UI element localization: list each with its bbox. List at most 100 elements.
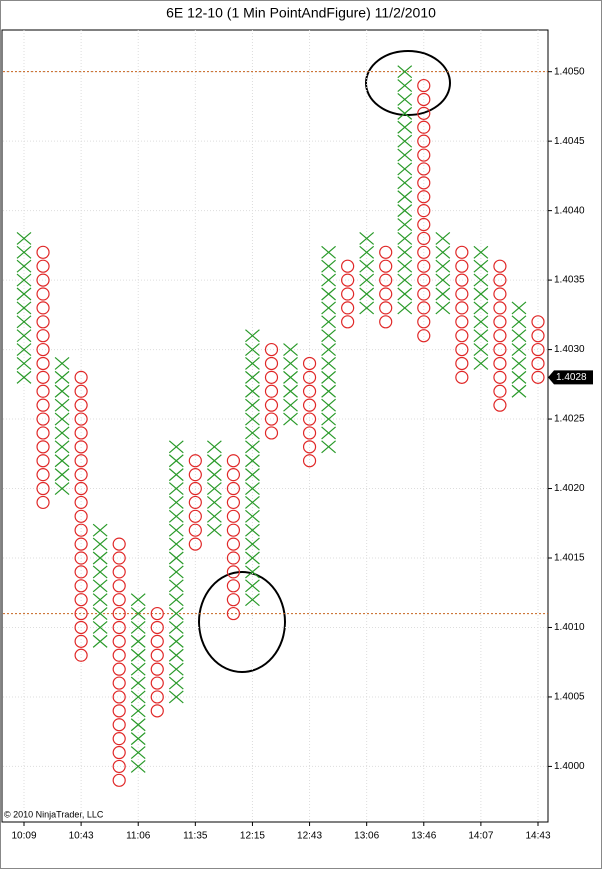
o-box [226,593,241,607]
o-box [264,356,279,371]
o-box [341,301,355,315]
o-box [112,704,126,718]
x-box [16,343,32,357]
x-box [321,398,336,412]
x-box [206,523,222,537]
o-box [531,315,545,329]
x-box [321,329,336,343]
y-tick-label: 1.4050 [554,66,585,77]
o-box [493,273,507,287]
x-box [92,551,108,565]
o-box [455,315,469,329]
x-box [54,426,70,440]
x-box [397,79,413,93]
x-box [435,273,451,287]
o-box [188,481,202,496]
o-box [36,370,50,384]
last-price-label: 1.4028 [556,372,587,383]
o-box [150,634,164,648]
o-box [455,342,469,357]
pf-column [397,65,413,315]
o-box [226,509,241,523]
o-box [112,773,126,787]
o-box [264,412,279,426]
x-box [321,426,336,440]
x-box [473,301,489,315]
x-box [245,329,260,343]
o-box [493,259,507,273]
x-box [130,648,146,662]
x-box [168,676,184,690]
x-box [206,468,222,482]
o-box [150,620,164,635]
x-box [245,357,260,370]
x-box [16,315,32,329]
x-box [245,468,260,482]
x-box [168,537,184,551]
x-box [245,579,260,593]
x-box [245,370,260,384]
o-box [379,301,393,315]
o-box [74,606,88,621]
x-tick-label: 13:06 [354,831,379,842]
pf-column [531,315,545,384]
o-box [226,551,241,565]
pf-column [168,440,184,704]
x-box [283,398,298,412]
o-box [226,523,241,537]
chart-title: 6E 12-10 (1 Min PointAndFigure) 11/2/201… [166,5,436,21]
x-box [245,509,260,523]
x-box [397,65,413,79]
x-box [130,759,146,773]
pf-column [54,357,70,495]
o-box [36,342,50,357]
o-box [417,78,431,93]
o-box [455,245,469,259]
o-box [74,551,88,565]
o-box [417,134,431,148]
o-box [112,565,126,579]
o-box [36,301,50,315]
x-box [206,495,222,509]
pf-column [150,606,164,718]
o-box [112,537,126,551]
x-box [54,412,70,426]
o-box [417,190,431,204]
o-box [112,579,126,593]
o-box [417,273,431,287]
x-box [359,245,375,259]
o-box [379,259,393,273]
x-box [397,287,413,301]
x-box [321,384,336,398]
x-box [245,440,260,454]
o-box [417,245,431,259]
o-box [264,342,279,357]
o-box [226,481,241,496]
x-box [473,315,489,329]
x-box [397,93,413,106]
o-box [264,426,279,440]
x-box [473,259,489,273]
pf-column [36,245,50,510]
x-box [397,162,413,176]
pf-column [473,245,489,370]
y-tick-label: 1.4015 [554,553,585,564]
o-box [417,259,431,273]
x-box [321,412,336,426]
o-box [417,148,431,162]
y-tick-label: 1.4005 [554,692,585,703]
pf-column [16,231,32,384]
x-box [511,329,527,343]
o-box [188,509,202,523]
x-box [245,523,260,537]
o-box [36,412,50,426]
x-box [92,537,108,551]
pf-column [379,245,393,329]
o-box [112,606,126,621]
last-price-marker [548,370,593,385]
x-box [397,273,413,287]
x-box [92,634,108,648]
o-box [531,370,545,384]
o-box [417,301,431,315]
